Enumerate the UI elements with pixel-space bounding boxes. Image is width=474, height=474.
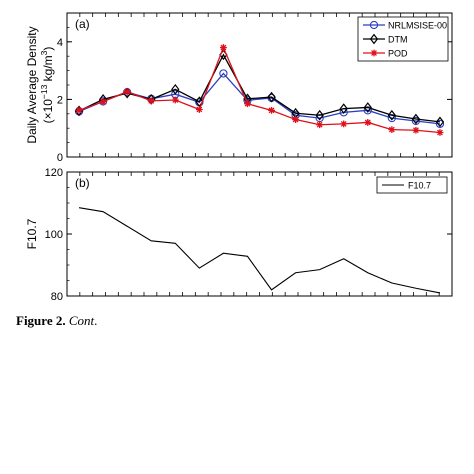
data-point <box>316 121 324 129</box>
y-axis-label: F10.7 <box>25 218 39 249</box>
data-point <box>388 126 396 134</box>
data-point <box>363 106 372 115</box>
y-axis-label-part: ) <box>41 47 55 51</box>
series-line <box>78 53 441 123</box>
data-point <box>75 106 83 114</box>
legend-marker <box>370 49 378 57</box>
data-point <box>435 116 445 128</box>
y-tick-label: 120 <box>45 167 63 179</box>
data-point <box>436 129 444 136</box>
data-point <box>268 106 275 114</box>
data-point <box>412 126 420 134</box>
data-point <box>267 91 276 103</box>
data-point <box>363 102 372 113</box>
y-axis-label-part: kg/m <box>41 55 55 84</box>
legend-label: NRLMSISE-00 <box>388 21 447 31</box>
panel-b-f107-chart: 80 100 120 (b) F10.7 F10.7 <box>25 167 453 303</box>
caption-label: Figure 2. <box>16 313 66 328</box>
y-axis-label-part: 3 <box>39 50 49 55</box>
data-point <box>171 96 179 104</box>
data-point <box>123 88 131 96</box>
data-point <box>99 98 107 106</box>
panel-label: (a) <box>75 17 90 31</box>
series-line <box>78 45 441 134</box>
data-point <box>219 69 228 78</box>
data-point <box>315 109 324 121</box>
y-tick-label: 2 <box>57 94 63 106</box>
y-axis-label-part: (×10 <box>41 99 55 124</box>
panel-label: (b) <box>75 176 90 190</box>
y-axis-label-line1: Daily Average Density <box>25 26 39 143</box>
data-point <box>411 113 421 125</box>
panel-a-density-chart: 0 2 4 (a) Daily Average Density (×10−13 kg/m3… <box>25 12 453 164</box>
y-tick-label: 0 <box>57 152 63 164</box>
y-tick-label: 4 <box>57 37 63 49</box>
data-point <box>364 119 372 126</box>
legend-label: DTM <box>388 35 408 45</box>
data-point <box>147 97 155 105</box>
data-point <box>435 119 445 129</box>
data-point <box>339 103 348 114</box>
legend-label: F10.7 <box>408 181 431 191</box>
data-point <box>387 109 397 121</box>
legend-label: POD <box>388 49 408 59</box>
data-point <box>292 116 299 123</box>
series-line <box>78 72 441 125</box>
caption-italic-text: Cont <box>68 313 95 328</box>
legend-marker <box>369 20 379 30</box>
y-axis-label-part: −13 <box>39 84 49 99</box>
data-point <box>411 116 421 126</box>
data-point <box>220 44 227 51</box>
data-point <box>171 83 180 95</box>
legend-box <box>376 176 448 194</box>
data-point <box>387 113 396 123</box>
series-line <box>78 207 441 294</box>
caption-end: . <box>94 313 98 328</box>
figure-caption: Figure 2. Cont. <box>16 313 97 329</box>
y-tick-label: 80 <box>51 291 63 303</box>
y-axis-label-line2: (×10−13 kg/m3) <box>39 47 55 124</box>
data-point <box>244 100 251 108</box>
y-tick-label: 100 <box>45 229 63 241</box>
data-point <box>195 106 203 113</box>
data-point <box>340 120 348 128</box>
legend-marker <box>369 33 379 45</box>
